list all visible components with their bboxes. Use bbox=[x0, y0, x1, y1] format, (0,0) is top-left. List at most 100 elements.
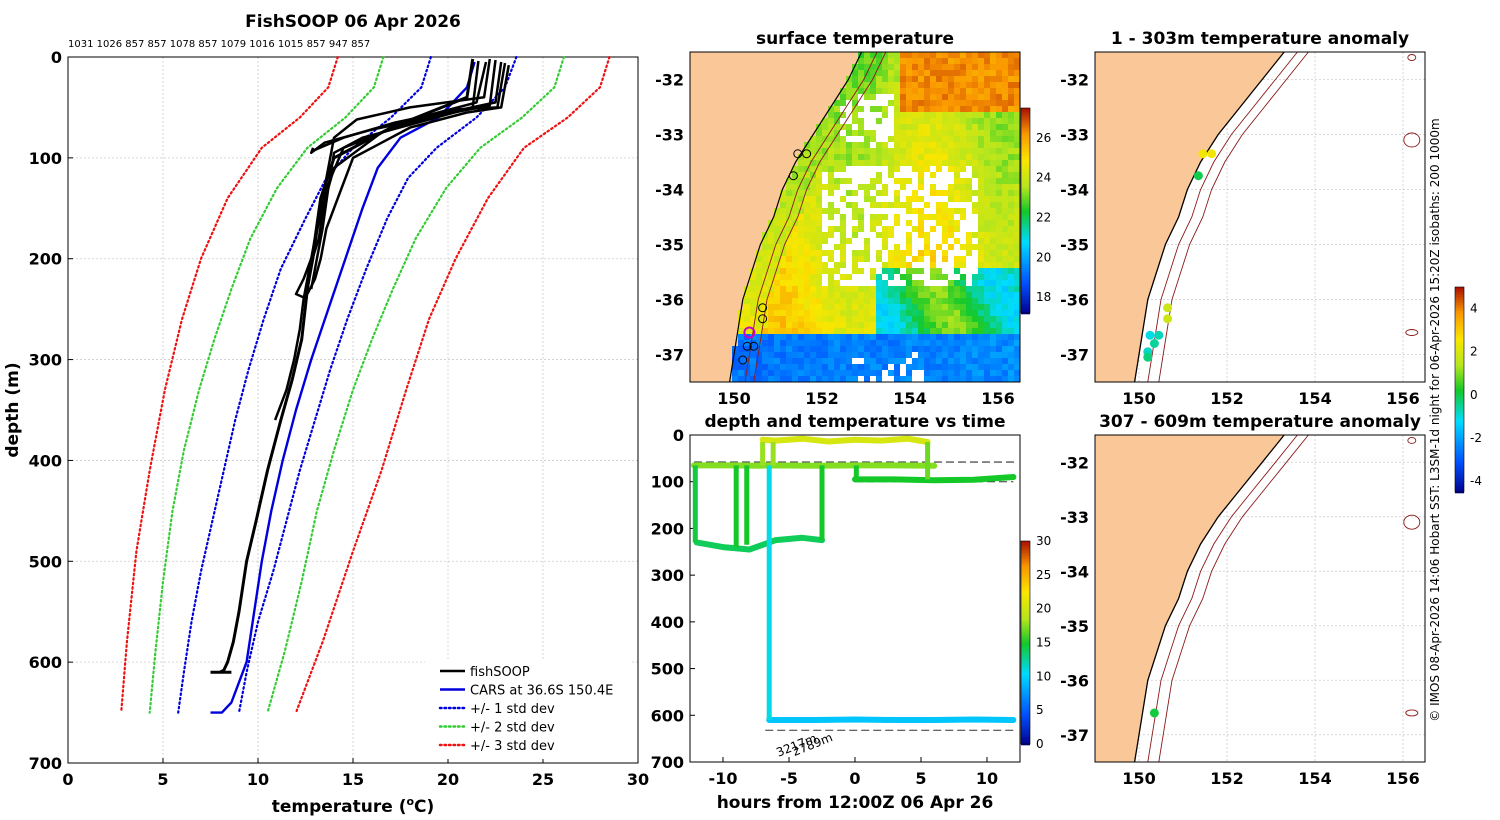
sst-cell bbox=[894, 94, 901, 101]
axes-frame bbox=[689, 51, 1021, 383]
colorbar-tick-label: 26 bbox=[1036, 131, 1051, 145]
sst-cell bbox=[918, 178, 925, 185]
colorbar-cell bbox=[1021, 158, 1030, 161]
sst-cell bbox=[942, 148, 949, 155]
sst-cell bbox=[930, 292, 937, 299]
colorbar-cell bbox=[1455, 317, 1464, 320]
sst-cell bbox=[828, 184, 835, 191]
sst-cell bbox=[840, 340, 847, 347]
sst-cell bbox=[798, 178, 805, 185]
sst-cell bbox=[846, 106, 853, 113]
sst-cell bbox=[930, 340, 937, 347]
sst-cell bbox=[798, 238, 805, 245]
colorbar-cell bbox=[1021, 208, 1030, 211]
sst-cell bbox=[1014, 190, 1020, 197]
colorbar-cell bbox=[1455, 309, 1464, 312]
sst-cell bbox=[1014, 94, 1020, 101]
y-tick-label: -33 bbox=[655, 126, 684, 145]
sst-cell bbox=[948, 208, 955, 215]
sst-cell bbox=[972, 76, 979, 83]
colorbar-cell bbox=[1021, 691, 1030, 694]
sst-cell bbox=[972, 196, 979, 203]
colorbar-tick-label: 20 bbox=[1036, 602, 1051, 616]
sst-cell bbox=[894, 334, 901, 341]
sst-cell bbox=[846, 94, 853, 101]
sst-cell bbox=[978, 124, 985, 131]
sst-cell bbox=[924, 352, 931, 359]
sst-cell bbox=[882, 238, 889, 245]
colorbar-cell bbox=[1021, 170, 1030, 173]
sst-cell bbox=[864, 256, 871, 263]
sst-cell bbox=[810, 208, 817, 215]
sst-cell bbox=[948, 376, 955, 382]
colorbar-cell bbox=[1021, 230, 1030, 233]
sst-cell bbox=[732, 370, 739, 377]
sst-cell bbox=[870, 112, 877, 119]
sst-cell bbox=[768, 364, 775, 371]
colorbar-cell bbox=[1021, 713, 1030, 716]
sst-cell bbox=[828, 118, 835, 125]
sst-cell bbox=[792, 292, 799, 299]
sst-cell bbox=[984, 268, 991, 275]
sst-cell bbox=[918, 76, 925, 83]
sst-cell bbox=[978, 154, 985, 161]
sst-cell bbox=[792, 256, 799, 263]
sst-cell bbox=[990, 328, 997, 335]
colorbar-frame bbox=[1020, 107, 1031, 314]
colorbar-cell bbox=[1021, 194, 1030, 197]
colorbar-cell bbox=[1021, 278, 1030, 281]
sst-cell bbox=[822, 172, 829, 179]
sst-cell bbox=[822, 118, 829, 125]
sst-cell bbox=[828, 274, 835, 281]
sst-cell bbox=[846, 340, 853, 347]
x-tick-label: 0 bbox=[62, 770, 73, 789]
sst-cell bbox=[978, 244, 985, 251]
sst-cell bbox=[960, 136, 967, 143]
sst-cell bbox=[936, 82, 943, 89]
sst-cell bbox=[876, 166, 883, 173]
sst-cell bbox=[960, 238, 967, 245]
sst-cell bbox=[858, 142, 865, 149]
sst-cell bbox=[936, 106, 943, 113]
colorbar-cell bbox=[1455, 351, 1464, 354]
anomaly-point bbox=[1207, 149, 1217, 159]
sst-cell bbox=[972, 100, 979, 107]
sst-cell bbox=[816, 370, 823, 377]
y-tick-label: 600 bbox=[29, 653, 62, 672]
sst-cell bbox=[900, 304, 907, 311]
sst-cell bbox=[786, 250, 793, 257]
colorbar-cell bbox=[1021, 555, 1030, 558]
sst-cell bbox=[864, 322, 871, 329]
sst-cell bbox=[924, 298, 931, 305]
sst-cell bbox=[792, 316, 799, 323]
sst-cell bbox=[1008, 370, 1015, 377]
sst-cell bbox=[960, 106, 967, 113]
sst-cell bbox=[996, 202, 1003, 209]
legend-label: +/- 2 std dev bbox=[470, 721, 555, 736]
sst-cell bbox=[954, 250, 961, 257]
sst-cell bbox=[1002, 208, 1009, 215]
colorbar-cell bbox=[1021, 308, 1030, 311]
sst-cell bbox=[942, 298, 949, 305]
sst-cell bbox=[882, 322, 889, 329]
sst-cell bbox=[786, 202, 793, 209]
sst-cell bbox=[996, 226, 1003, 233]
sst-cell bbox=[834, 106, 841, 113]
sst-cell bbox=[1014, 142, 1020, 149]
sst-cell bbox=[1008, 142, 1015, 149]
sst-cell bbox=[900, 274, 907, 281]
sst-cell bbox=[972, 106, 979, 113]
sst-cell bbox=[912, 166, 919, 173]
sst-cell bbox=[876, 202, 883, 209]
sst-cell bbox=[822, 322, 829, 329]
colorbar-cell bbox=[1455, 475, 1464, 478]
sst-cell bbox=[954, 142, 961, 149]
series--2-sd bbox=[266, 55, 566, 714]
sst-cell bbox=[858, 346, 865, 353]
sst-cell bbox=[972, 358, 979, 365]
sst-cell bbox=[954, 178, 961, 185]
colorbar-cell bbox=[1021, 725, 1030, 728]
colorbar-cell bbox=[1021, 605, 1030, 608]
colorbar-cell bbox=[1021, 567, 1030, 570]
sst-cell bbox=[984, 76, 991, 83]
